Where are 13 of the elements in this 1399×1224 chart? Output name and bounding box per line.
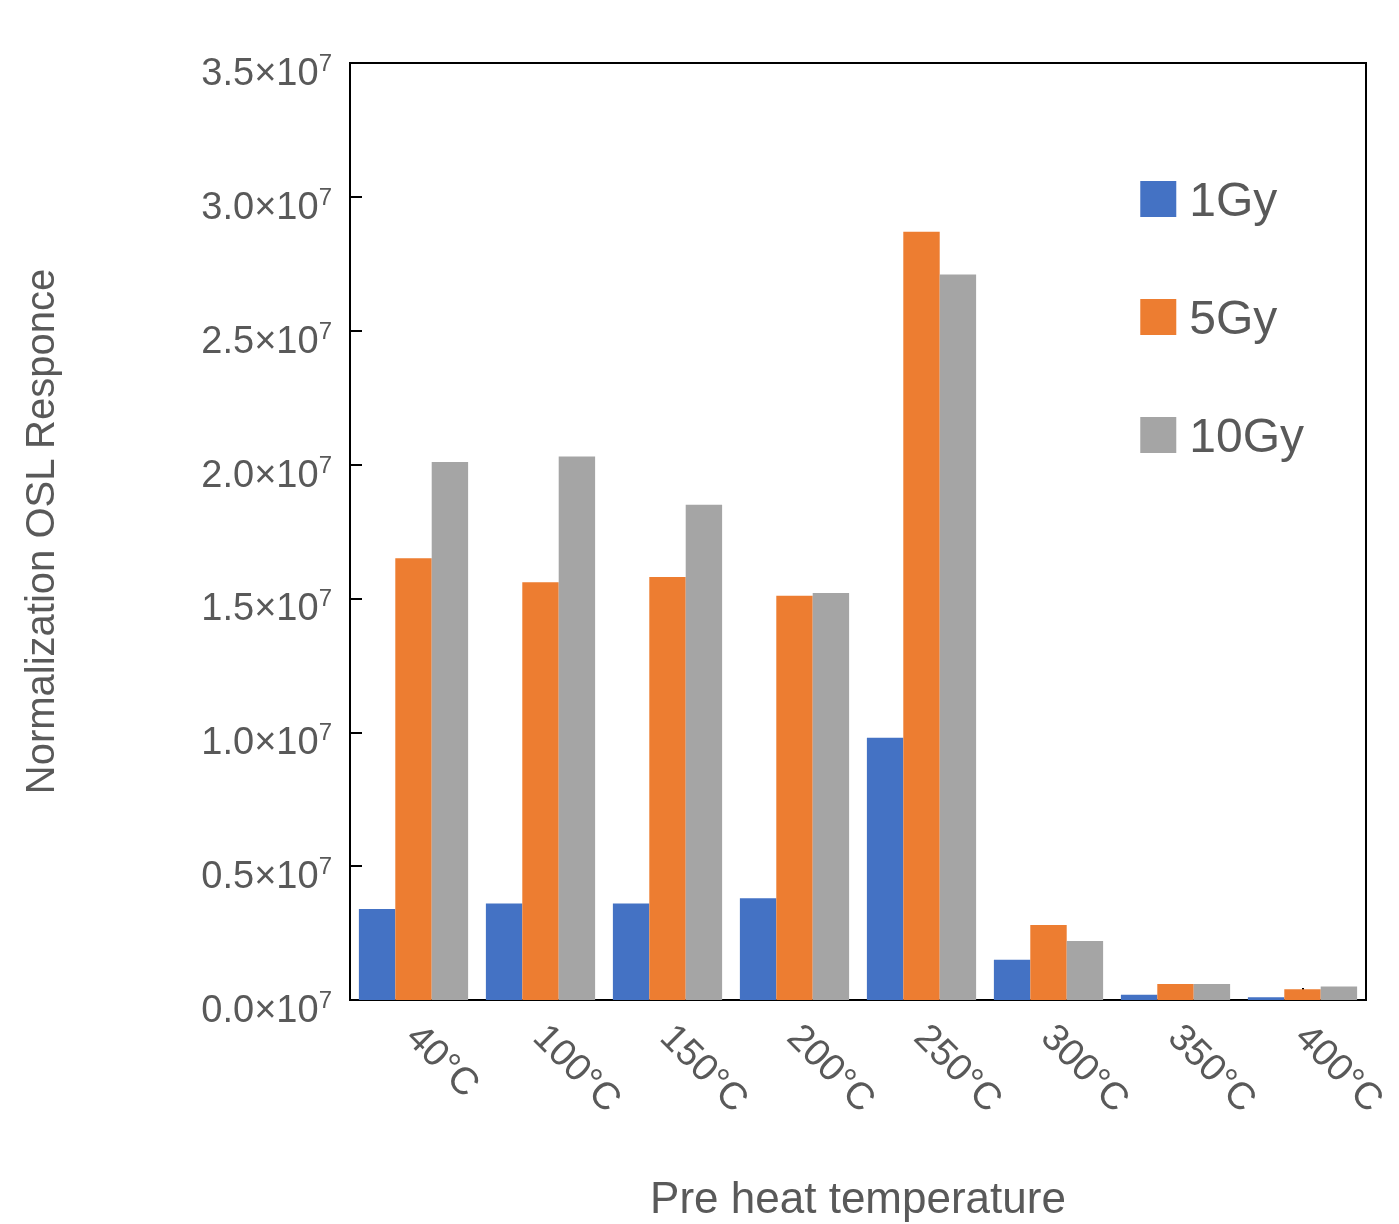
y-tick-label: 1.5×10$^{7}$ bbox=[201, 583, 332, 629]
y-axis-title: Normalization OSL Responce bbox=[18, 268, 62, 795]
y-tick-label: 3.5×10$^{7}$ bbox=[201, 48, 332, 93]
legend-label: 1Gy bbox=[1189, 172, 1278, 226]
y-tick-label: 3.0×10$^{7}$ bbox=[201, 181, 332, 227]
y-tick-label: 0.5×10$^{7}$ bbox=[201, 851, 332, 896]
x-axis-title: Pre heat temperature bbox=[650, 1172, 1066, 1222]
y-tick-label: 0.0×10$^{7}$ bbox=[201, 985, 332, 1030]
y-tick-label: 2.5×10$^{7}$ bbox=[201, 315, 332, 361]
legend-label: 5Gy bbox=[1189, 290, 1278, 344]
y-tick-label: 1.0×10$^{7}$ bbox=[201, 717, 332, 762]
legend-label: 10Gy bbox=[1189, 408, 1305, 462]
y-tick-label: 2.0×10$^{7}$ bbox=[201, 449, 332, 495]
